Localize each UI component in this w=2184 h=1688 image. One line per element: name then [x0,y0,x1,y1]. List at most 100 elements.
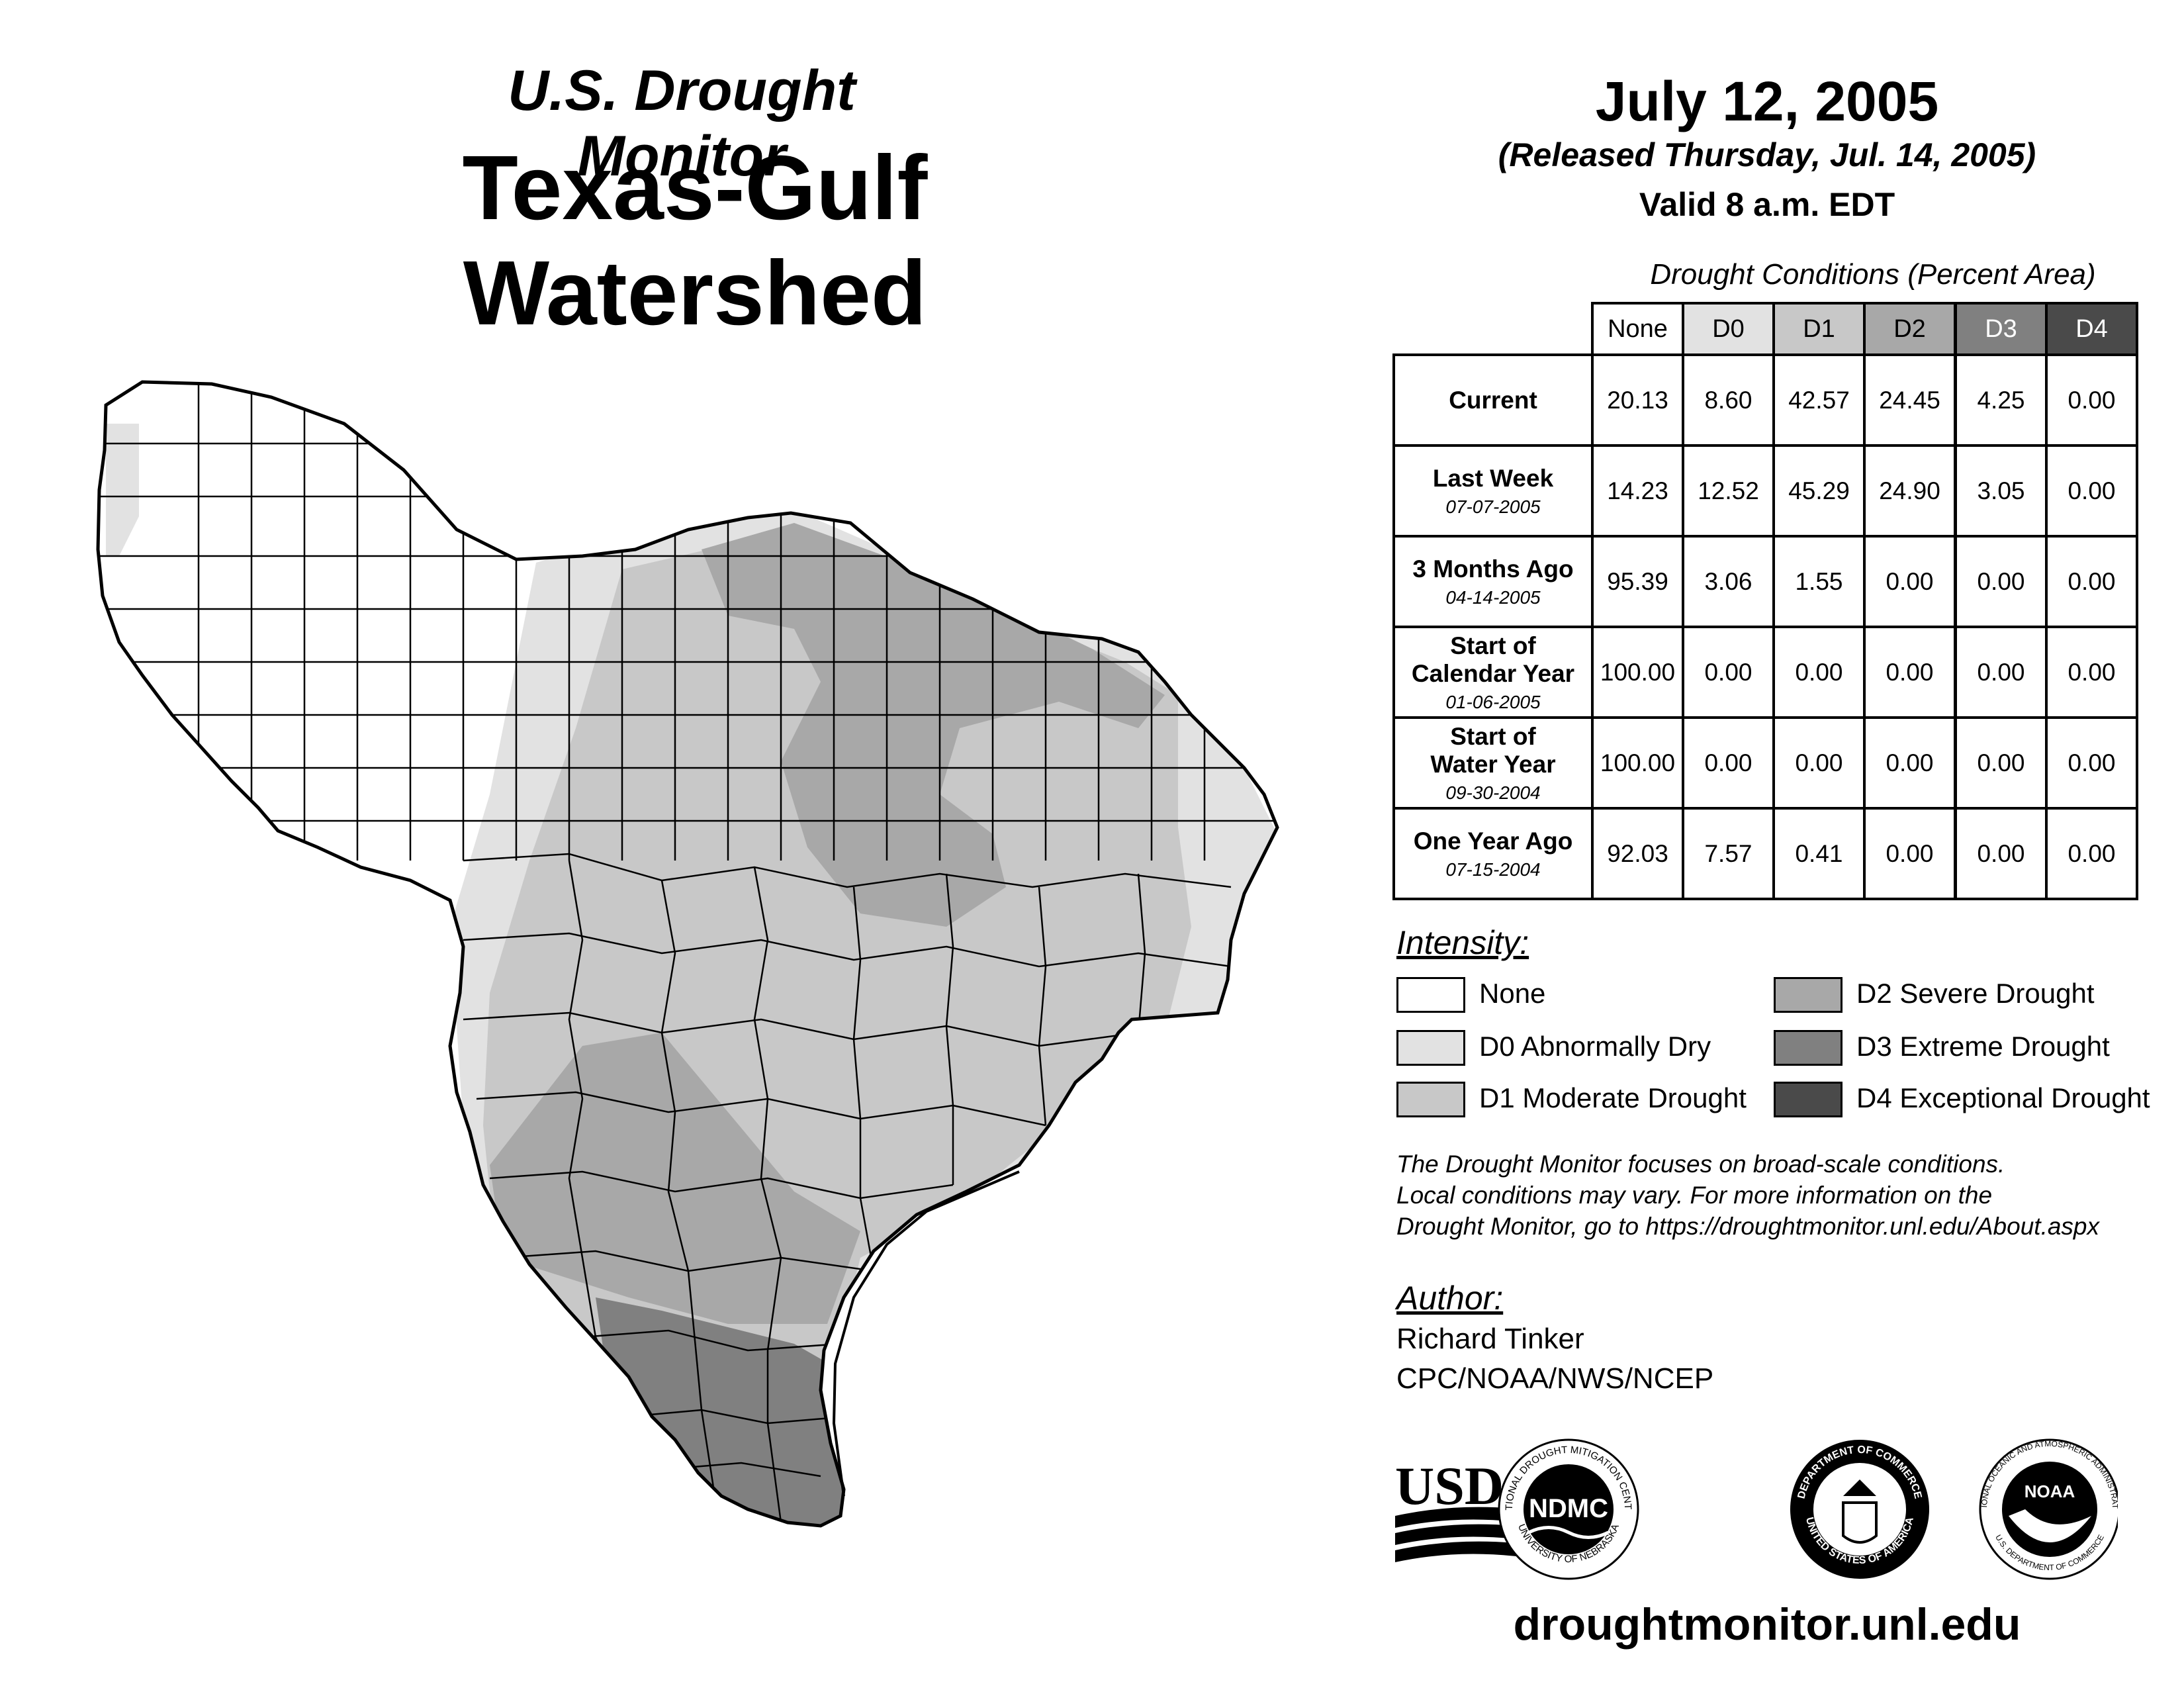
table-cell: 0.00 [1863,807,1956,900]
row-label-text: Current [1449,386,1537,414]
release-date: (Released Thursday, Jul. 14, 2005) [1498,136,2036,173]
row-label: Start of Water Year 09-30-2004 [1392,716,1594,810]
shield-icon [1842,1501,1878,1544]
legend-label-d2: D2 Severe Drought [1856,978,2095,1009]
legend-swatch-none [1396,977,1465,1013]
table-cell: 100.00 [1591,626,1684,719]
table-cell: 24.90 [1863,444,1956,538]
legend-swatch-d0 [1396,1030,1465,1066]
table-cell: 100.00 [1591,716,1684,810]
row-date: 09-30-2004 [1445,782,1541,803]
table-cell: 0.00 [1863,535,1956,628]
disclaimer-note: The Drought Monitor focuses on broad-sca… [1396,1149,2177,1242]
row-label-text: One Year Ago [1413,827,1573,855]
commerce-logo: DEPARTMENT OF COMMERCE UNITED STATES OF … [1790,1440,1929,1579]
legend-label-d3: D3 Extreme Drought [1856,1031,2110,1062]
table-cell: 20.13 [1591,353,1684,447]
row-label-text: 3 Months Ago [1412,555,1574,583]
column-header: D0 [1682,302,1775,356]
note-line: Drought Monitor, go to https://droughtmo… [1396,1213,2099,1240]
column-header: D3 [1954,302,2048,356]
table-cell: 0.00 [2045,626,2138,719]
eagle-icon [1843,1479,1876,1496]
table-cell: 0.00 [2045,807,2138,900]
table-cell: 0.00 [1954,807,2048,900]
agency-logos: USDA NATIONAL DROUGHT MITIGATION CENTER … [1390,1436,2118,1580]
table-cell: 12.52 [1682,444,1775,538]
row-date: 07-15-2004 [1445,859,1541,880]
gull-icon [2009,1509,2091,1542]
table-cell: 0.00 [1682,716,1775,810]
noaa-logo-text: NOAA [2025,1481,2075,1501]
row-label-text: Last Week [1432,464,1554,492]
table-cell: 0.00 [2045,716,2138,810]
legend-label-none: None [1479,978,1546,1009]
website-url: droughtmonitor.unl.edu [1513,1599,2021,1650]
row-label: Start of Calendar Year 01-06-2005 [1392,626,1594,719]
legend-swatch-d3 [1774,1030,1843,1066]
row-label: 3 Months Ago 04-14-2005 [1392,535,1594,628]
d2-severe-drought-area-south [490,1033,860,1324]
row-date: 04-14-2005 [1445,586,1541,608]
table-cell: 0.00 [1954,716,2048,810]
table-cell: 0.00 [1772,626,1866,719]
table-cell: 24.45 [1863,353,1956,447]
column-header: D4 [2045,302,2138,356]
table-cell: 95.39 [1591,535,1684,628]
note-line: The Drought Monitor focuses on broad-sca… [1396,1150,2005,1178]
legend-swatch-d2 [1774,977,1843,1013]
table-cell: 0.00 [1772,716,1866,810]
table-cell: 42.57 [1772,353,1866,447]
row-date: 01-06-2005 [1445,691,1541,712]
table-cell: 7.57 [1682,807,1775,900]
legend-swatch-d1 [1396,1082,1465,1117]
legend-label-d0: D0 Abnormally Dry [1479,1031,1711,1062]
row-label: One Year Ago 07-15-2004 [1392,807,1594,900]
column-header: D2 [1863,302,1956,356]
author-name: Richard Tinker [1396,1323,1584,1355]
watershed-map [96,380,1279,1528]
ndmc-logo-text: NDMC [1529,1494,1608,1523]
row-label: Current [1392,353,1594,447]
table-cell: 92.03 [1591,807,1684,900]
table-cell: 0.00 [2045,444,2138,538]
table-cell: 0.00 [1954,535,2048,628]
row-label-text: Water Year [1430,750,1556,778]
row-label-text: Start of [1450,632,1536,659]
table-cell: 0.41 [1772,807,1866,900]
table-cell: 45.29 [1772,444,1866,538]
table-caption: Drought Conditions (Percent Area) [1650,258,2096,291]
table-cell: 8.60 [1682,353,1775,447]
map-title: Texas-Gulf Watershed [462,137,928,344]
d2-severe-drought-area-north [702,523,1165,927]
row-label-text: Calendar Year [1411,659,1575,687]
map-subtitle: U.S. Drought Monitor [508,59,856,188]
legend-label-d1: D1 Moderate Drought [1479,1082,1747,1113]
table-cell: 0.00 [1682,626,1775,719]
valid-time: Valid 8 a.m. EDT [1639,186,1895,223]
legend-swatch-d4 [1774,1082,1843,1117]
d0-west-strip [106,424,139,556]
table-cell: 0.00 [1863,626,1956,719]
table-cell: 4.25 [1954,353,2048,447]
map-date: July 12, 2005 [1595,70,1939,132]
table-cell: 3.06 [1682,535,1775,628]
table-cell: 0.00 [2045,353,2138,447]
note-line: Local conditions may vary. For more info… [1396,1182,1993,1209]
row-date: 07-07-2005 [1445,496,1541,517]
legend-heading: Intensity: [1396,924,1529,961]
table-cell: 1.55 [1772,535,1866,628]
row-label: Last Week 07-07-2005 [1392,444,1594,538]
column-header: None [1591,302,1684,356]
column-header: D1 [1772,302,1866,356]
table-cell: 14.23 [1591,444,1684,538]
row-label-text: Start of [1450,722,1536,750]
author-heading: Author: [1396,1280,1504,1317]
author-org: CPC/NOAA/NWS/NCEP [1396,1362,1714,1395]
watershed-outline [96,380,1279,1528]
table-cell: 0.00 [1954,626,2048,719]
barrier-island [832,1170,1020,1497]
table-cell: 3.05 [1954,444,2048,538]
legend-label-d4: D4 Exceptional Drought [1856,1082,2150,1113]
table-cell: 0.00 [1863,716,1956,810]
